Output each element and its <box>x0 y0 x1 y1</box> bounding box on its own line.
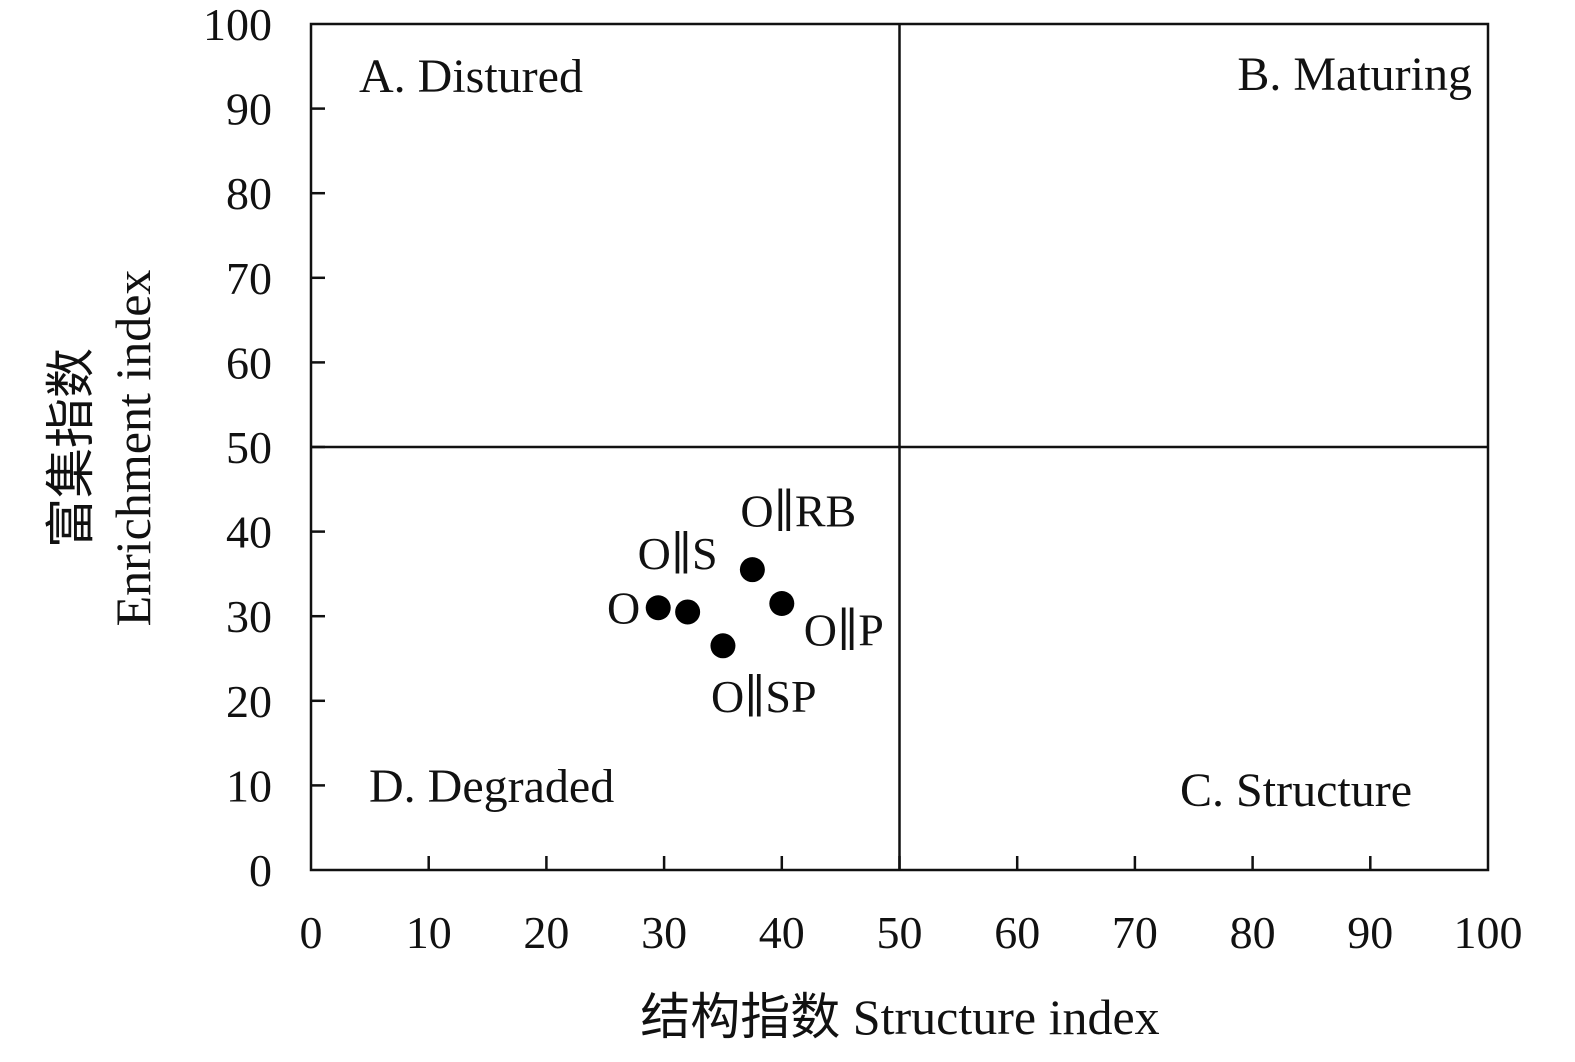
y-tick-label: 10 <box>226 760 272 811</box>
x-tick-label: 10 <box>406 907 452 958</box>
y-tick-label: 30 <box>226 591 272 642</box>
y-tick-label: 60 <box>226 337 272 388</box>
y-tick-label: 50 <box>226 422 272 473</box>
x-tick-label: 100 <box>1454 907 1523 958</box>
y-axis-title-chinese: 富集指数 <box>43 348 99 548</box>
quadrant-label-b: B. Maturing <box>1237 48 1472 101</box>
x-tick-label: 90 <box>1347 907 1393 958</box>
y-axis-ticks: 0 10 20 30 40 50 60 70 80 90 100 <box>203 0 325 896</box>
data-point <box>675 599 701 625</box>
reference-lines <box>311 24 1488 870</box>
data-point-label: O <box>607 583 640 634</box>
data-point-label: O∥RB <box>740 486 856 537</box>
y-tick-label: 70 <box>226 253 272 304</box>
axis-titles: 结构指数 Structure index 富集指数 Enrichment ind… <box>43 270 1160 1045</box>
quadrant-label-a: A. Distured <box>359 50 583 103</box>
x-tick-label: 20 <box>523 907 569 958</box>
x-tick-label: 50 <box>877 907 923 958</box>
y-tick-label: 90 <box>226 84 272 135</box>
data-point-label: O∥P <box>804 605 884 656</box>
y-tick-label: 0 <box>249 845 272 896</box>
quadrant-label-c: C. Structure <box>1180 764 1412 817</box>
x-tick-label: 70 <box>1112 907 1158 958</box>
data-point <box>645 595 671 621</box>
x-axis-title: 结构指数 Structure index <box>640 989 1159 1045</box>
data-point-label: O∥SP <box>711 671 817 722</box>
x-tick-label: 0 <box>300 907 323 958</box>
data-points: OO∥S O∥SP O∥RB O∥P <box>607 486 884 722</box>
x-tick-label: 60 <box>994 907 1040 958</box>
data-point <box>739 557 765 583</box>
x-tick-label: 80 <box>1230 907 1276 958</box>
y-tick-label: 100 <box>203 0 272 50</box>
y-axis-title-english: Enrichment index <box>105 270 161 627</box>
data-point <box>769 591 795 617</box>
x-tick-label: 30 <box>641 907 687 958</box>
y-tick-label: 20 <box>226 676 272 727</box>
x-axis-ticks: 0 10 20 30 40 50 60 70 80 90 100 <box>300 856 1523 958</box>
data-point <box>710 633 736 659</box>
y-tick-label: 80 <box>226 168 272 219</box>
y-tick-label: 40 <box>226 507 272 558</box>
quadrant-label-d: D. Degraded <box>369 760 614 813</box>
data-point-label: O∥S <box>638 528 718 579</box>
x-tick-label: 40 <box>759 907 805 958</box>
quadrant-labels: A. Distured B. Maturing C. Structure D. Deg… <box>359 48 1472 817</box>
